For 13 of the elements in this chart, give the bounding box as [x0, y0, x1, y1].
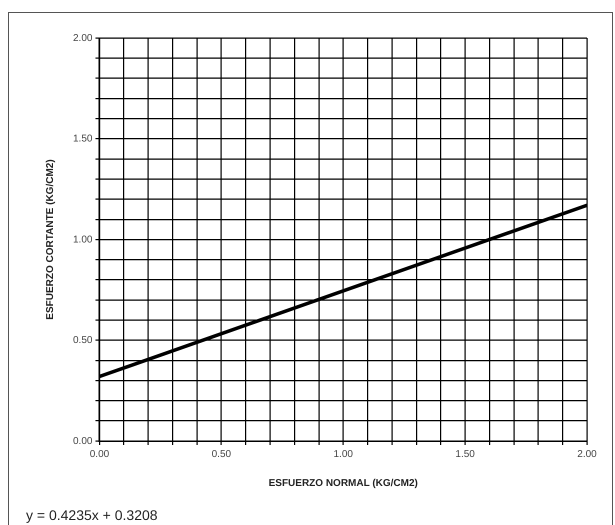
x-tick-label: 0.50 — [212, 448, 232, 460]
y-tick-label: 0.00 — [72, 436, 93, 447]
y-tick-label: 1.50 — [72, 134, 93, 144]
x-tick-label: 2.00 — [577, 448, 598, 460]
x-tick-label: 1.00 — [333, 448, 354, 460]
text: y = 0.4235x + 0.3208 — [26, 506, 158, 523]
y-tick-label: 1.00 — [72, 234, 93, 246]
y-tick-label: 0.50 — [72, 335, 93, 346]
x-tick-label: 1.50 — [455, 448, 476, 460]
x-tick-label: 0.00 — [90, 448, 110, 460]
y-axis-title: ESFUERZO CORTANTE (KG/CM2) — [44, 159, 56, 320]
y-tick-label: 2.00 — [72, 32, 93, 44]
x-axis-title: ESFUERZO NORMAL (KG/CM2) — [268, 478, 418, 489]
